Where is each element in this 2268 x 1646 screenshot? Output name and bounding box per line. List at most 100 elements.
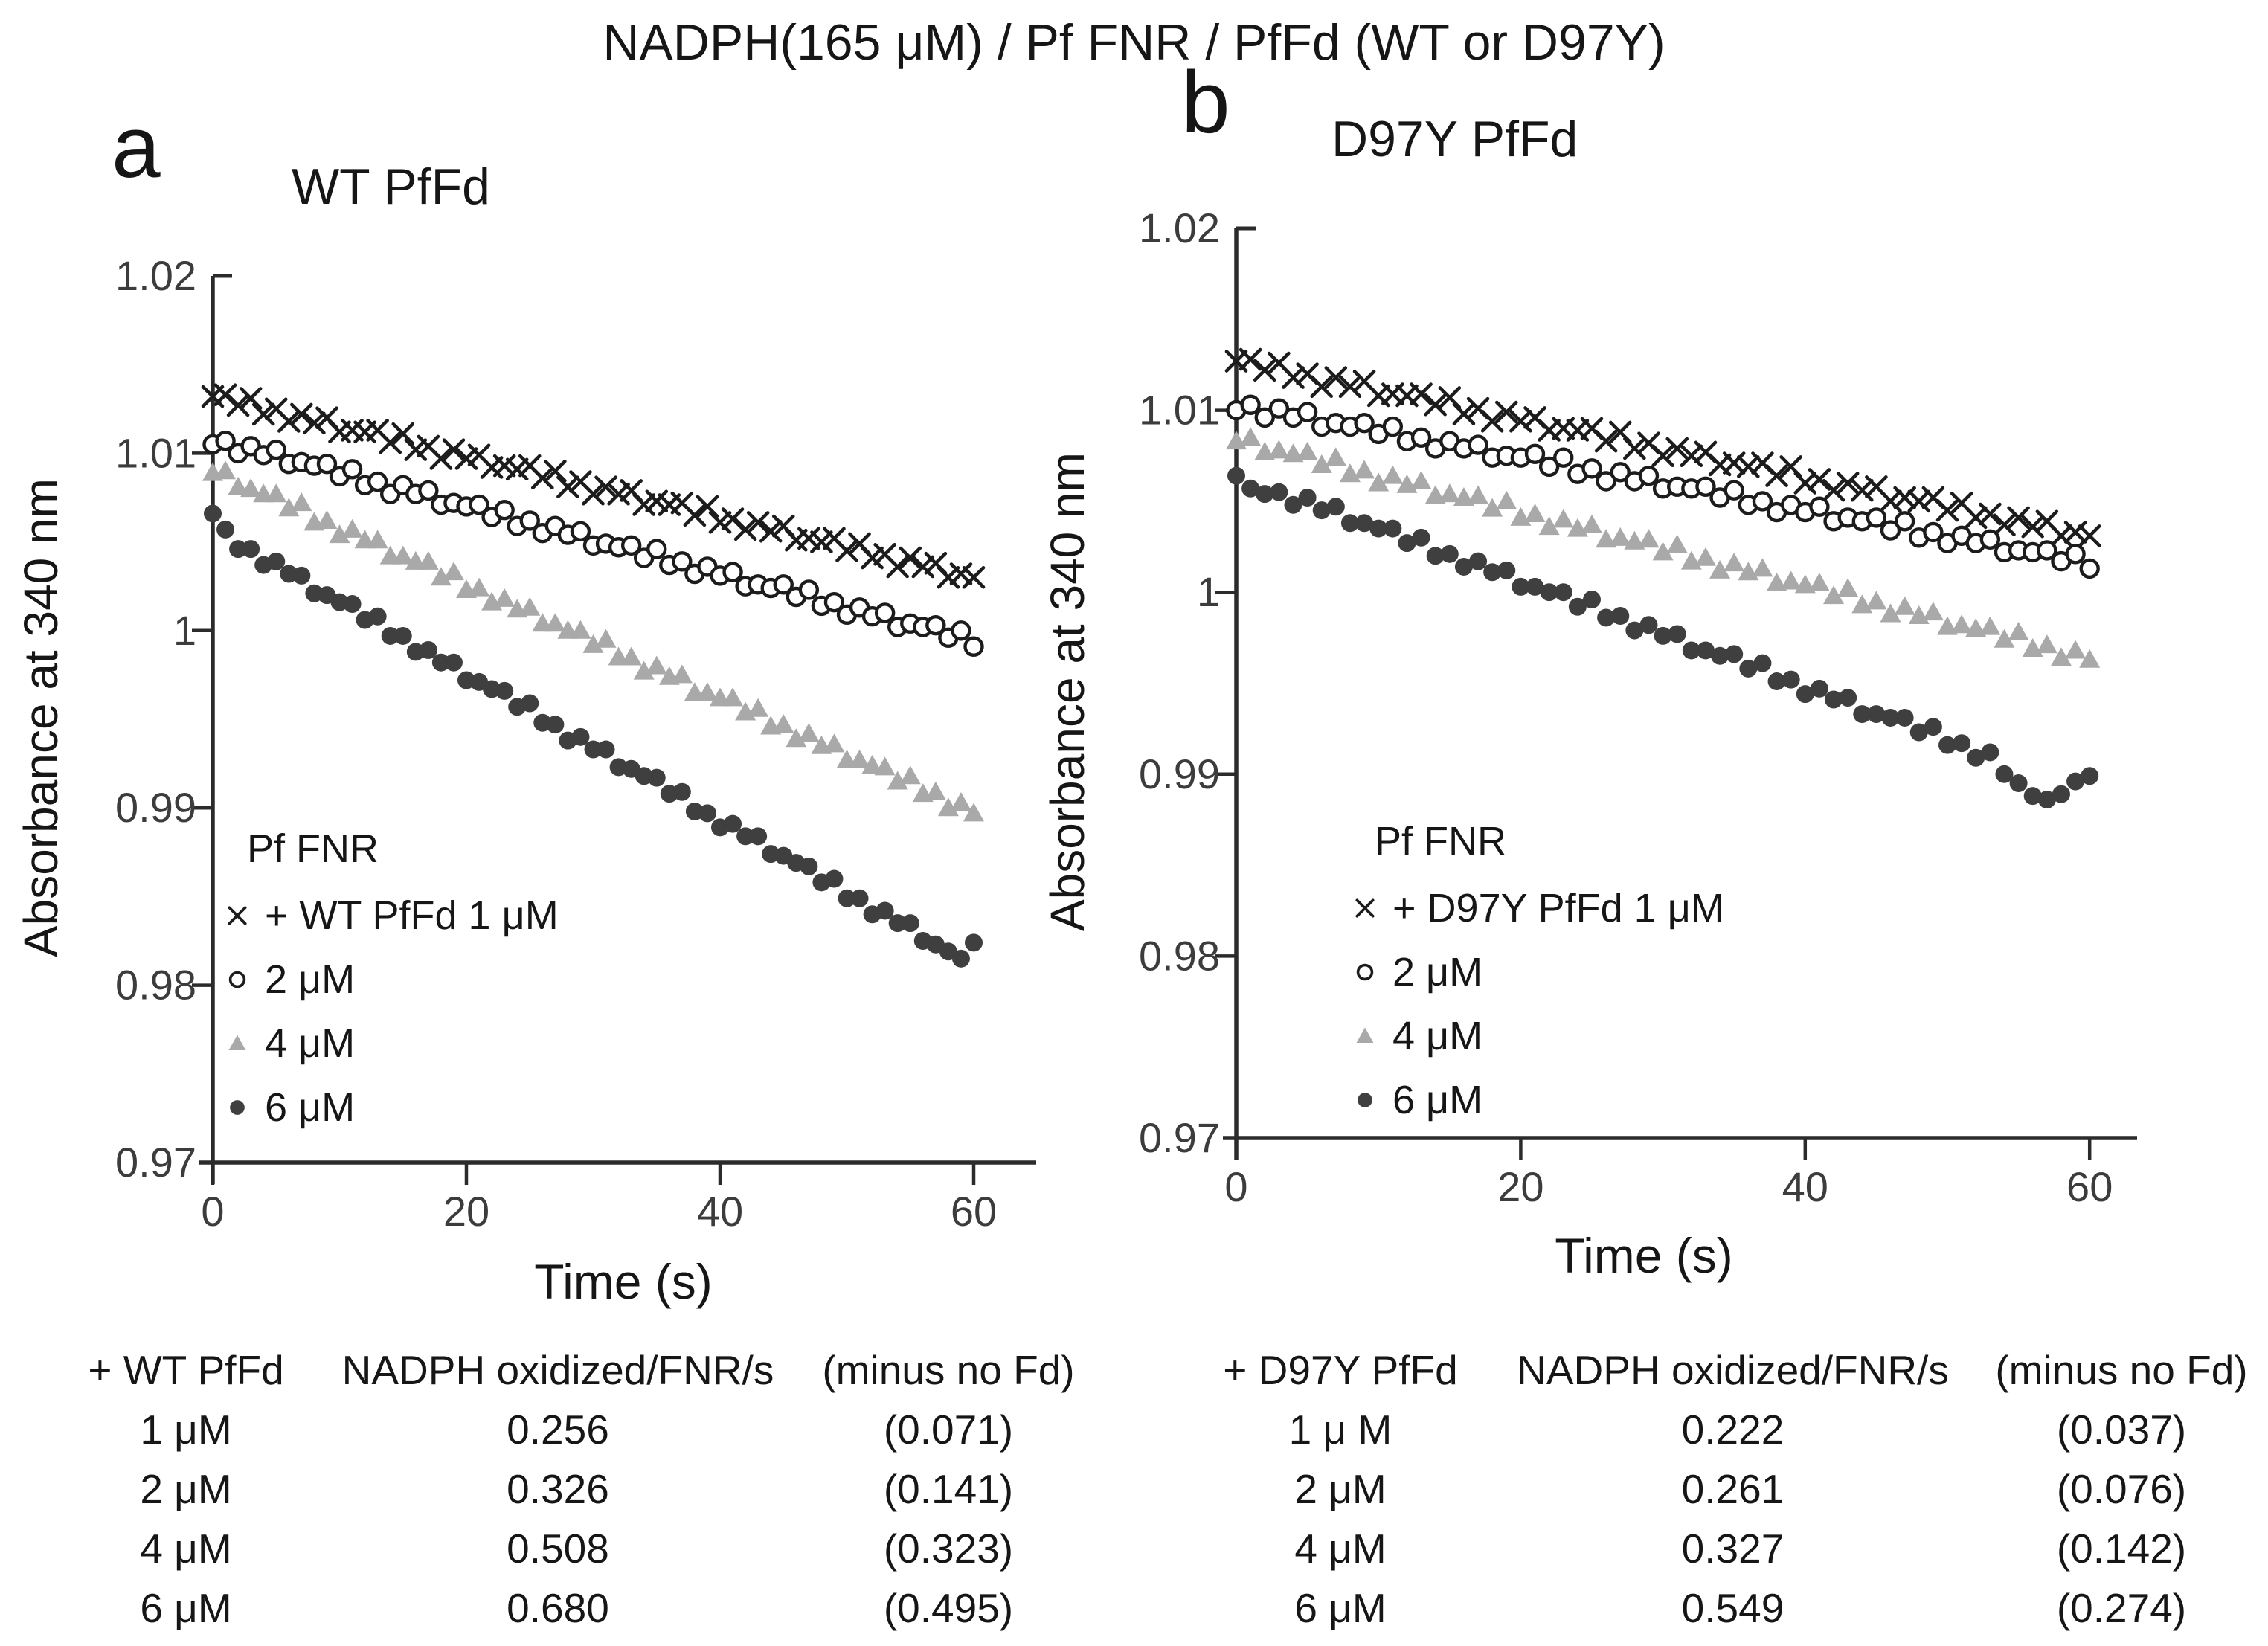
filled-circle-marker [1825, 690, 1843, 709]
legend-item: 6 μM [220, 1076, 559, 1139]
filled-circle-marker [1810, 679, 1828, 698]
legend-item-label: 4 μM [1392, 1014, 1483, 1058]
filled-circle-marker [204, 504, 222, 523]
series-triangle [1226, 427, 2101, 668]
panel-b-title: D97Y PfFd [1331, 111, 1578, 167]
cross-marker [404, 438, 428, 461]
open-circle-marker [1268, 398, 1290, 419]
table-cell: (0.141) [883, 1466, 1014, 1512]
table-header-cell: + D97Y PfFd [1223, 1347, 1458, 1393]
table-cell: (0.071) [883, 1407, 1014, 1453]
filled-circle-icon [1358, 1093, 1372, 1107]
filled-circle-marker [1654, 626, 1672, 645]
table-header-cell: (minus no Fd) [822, 1347, 1075, 1393]
open-circle-marker [2065, 544, 2086, 565]
filled-circle-marker [2066, 772, 2085, 791]
cross-marker [1737, 455, 1760, 478]
filled-circle-marker [749, 827, 768, 846]
cross-marker [1594, 429, 1618, 453]
legend-item-label: 6 μM [265, 1085, 356, 1130]
table-header-cell: (minus no Fd) [1995, 1347, 2248, 1393]
triangle-marker [773, 714, 794, 733]
triangle-marker [1311, 454, 1332, 473]
cross-marker [759, 519, 783, 543]
panel-a-legend: Pf FNR + WT PfFd 1 μM 2 μM 4 μM 6 μM [220, 826, 559, 1139]
triangle-marker [1282, 443, 1304, 463]
table-cell: 0.261 [1681, 1466, 1784, 1512]
triangle-marker [1354, 460, 1375, 479]
y-tick-label: 1 [1197, 568, 1220, 615]
filled-circle-marker [1981, 743, 1999, 762]
filled-circle-marker [1540, 583, 1558, 602]
table-cell: 6 μM [1294, 1585, 1387, 1631]
table-cell: 2 μM [140, 1466, 232, 1512]
cross-marker [1494, 400, 1518, 424]
filled-circle-marker [381, 626, 399, 645]
filled-circle-marker [495, 681, 514, 700]
triangle-marker [443, 562, 464, 581]
triangle-marker [620, 646, 642, 666]
legend-item-label: 4 μM [265, 1021, 356, 1066]
legend-item: 6 μM [1348, 1068, 1724, 1132]
table-cell: 6 μM [140, 1585, 232, 1631]
filled-circle-marker [1924, 718, 1942, 736]
table-header-cell: NADPH oxidized/FNR/s [1517, 1347, 1949, 1393]
cross-marker [962, 565, 986, 589]
table-cell: 4 μM [1294, 1526, 1387, 1572]
cross-marker [683, 504, 707, 527]
triangle-marker [1297, 441, 1318, 460]
cross-marker [239, 387, 263, 410]
cross-marker [251, 402, 275, 426]
legend-item: + WT PfFd 1 μM [220, 884, 559, 948]
series-cross [201, 383, 986, 589]
triangle-marker [798, 723, 820, 742]
filled-circle-marker [1340, 514, 1359, 533]
cross-marker [1907, 489, 1931, 513]
triangle-marker [1368, 472, 1390, 492]
cross-marker [1253, 359, 1276, 382]
x-tick-label: 20 [443, 1188, 489, 1235]
triangle-marker [1624, 530, 1645, 550]
cross-marker [1410, 382, 1433, 405]
cross-marker [1822, 478, 1845, 502]
cross-marker [899, 546, 922, 570]
cross-marker [1879, 489, 1902, 513]
filled-circle-marker [1995, 765, 2014, 783]
cross-marker [2078, 524, 2101, 547]
filled-circle-marker [597, 740, 615, 759]
filled-circle-marker [1369, 519, 1388, 538]
triangle-marker [1596, 529, 1617, 548]
filled-circle-marker [229, 540, 248, 559]
cross-marker [1623, 437, 1646, 460]
cross-marker [505, 457, 529, 481]
filled-circle-marker [1782, 670, 1800, 689]
filled-circle-marker [1512, 577, 1530, 596]
triangle-marker [341, 518, 363, 538]
filled-circle-marker [546, 716, 565, 734]
filled-circle-marker [951, 949, 970, 968]
open-circle-marker [316, 454, 338, 475]
cross-marker [1665, 437, 1689, 460]
filled-circle-marker [1326, 498, 1345, 516]
cross-marker [1765, 464, 1788, 487]
triangle-marker [1766, 572, 1787, 591]
x-tick-label: 40 [697, 1188, 743, 1235]
filled-circle-marker [698, 804, 716, 823]
filled-circle-marker [1597, 608, 1616, 627]
triangle-marker [1410, 470, 1432, 489]
cross-marker [1355, 898, 1375, 918]
filled-circle-marker [419, 641, 437, 660]
open-circle-marker [672, 551, 693, 572]
open-circle-marker [823, 591, 845, 613]
panel-b-legend: Pf FNR + D97Y PfFd 1 μM 2 μM 4 μM 6 μM [1348, 818, 1724, 1132]
panel-a-letter: a [112, 98, 161, 196]
triangle-marker [519, 597, 541, 616]
y-tick-label: 0.98 [1139, 932, 1220, 979]
cross-marker [594, 475, 617, 498]
triangle-marker [228, 476, 249, 495]
cross-marker [442, 438, 466, 461]
open-circle-marker [1297, 402, 1318, 422]
triangle-marker [849, 749, 870, 768]
table-header-cell: + WT PfFd [88, 1347, 284, 1393]
